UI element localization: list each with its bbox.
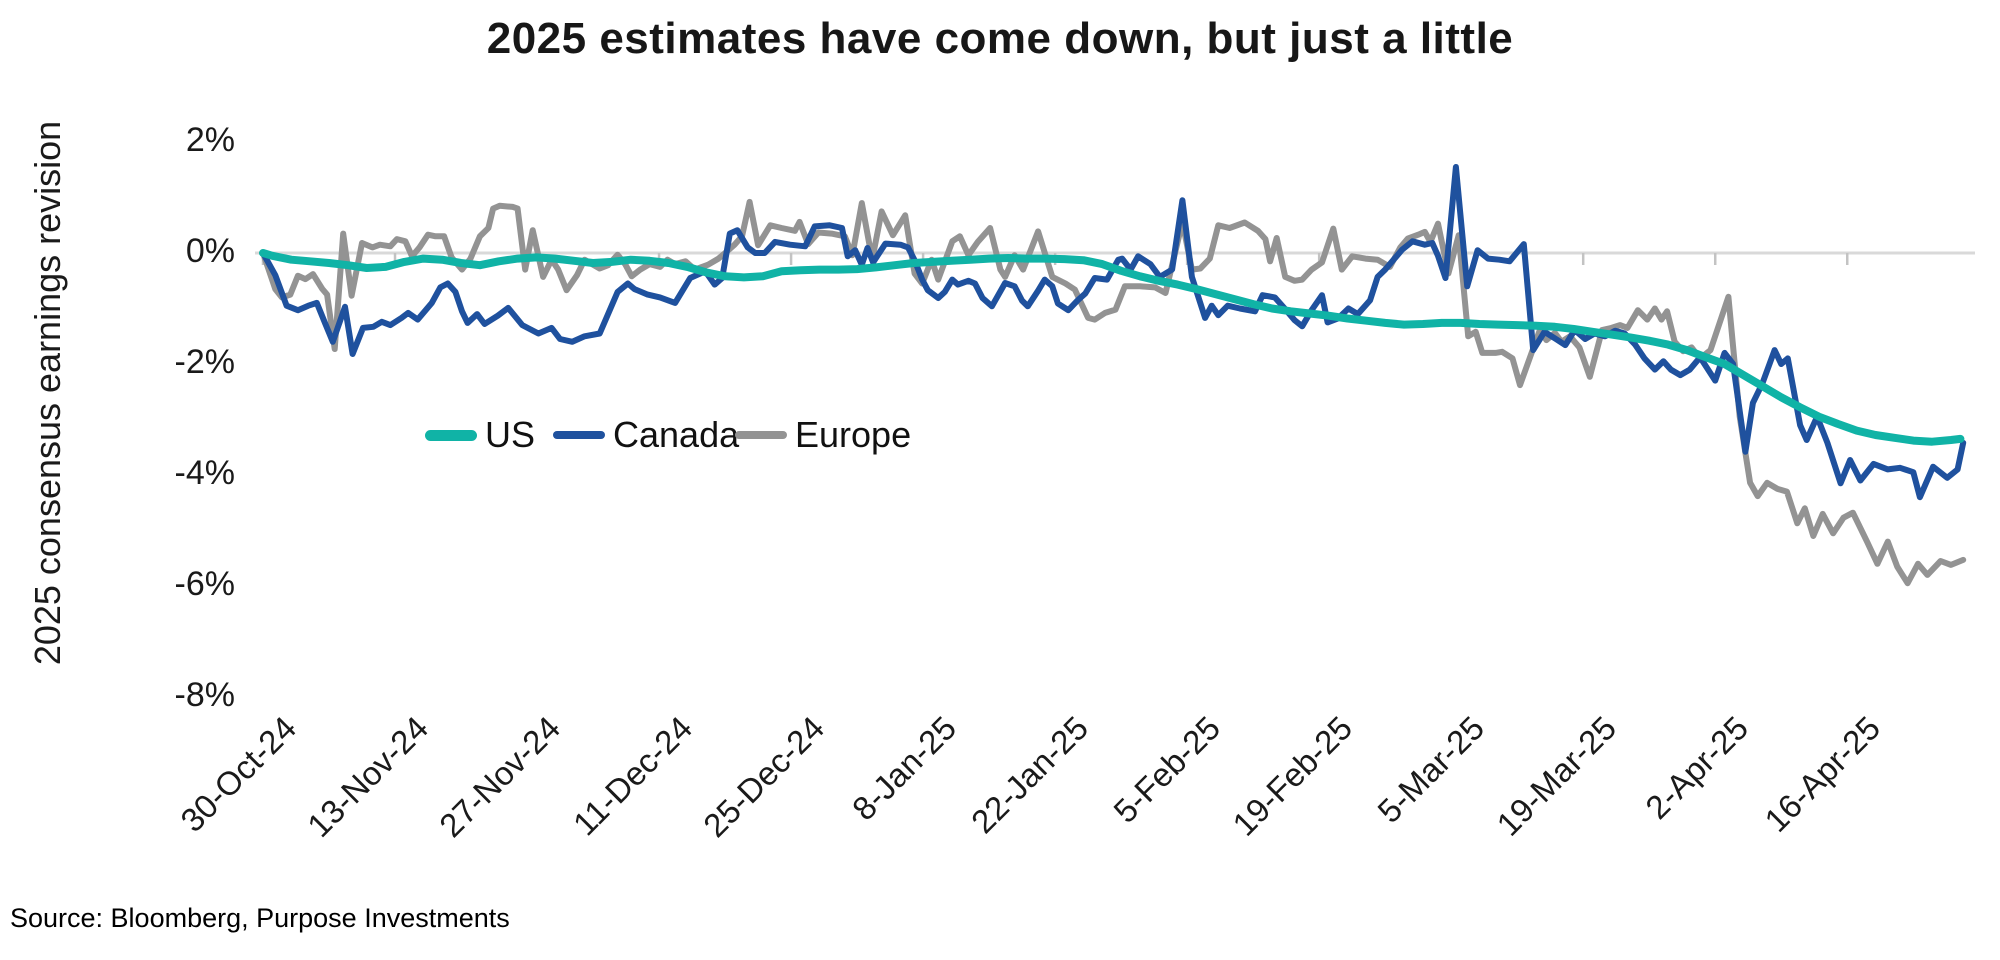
legend-label-us: US	[485, 414, 536, 455]
y-tick-label: 0%	[185, 232, 235, 270]
legend-item-europe: Europe	[735, 412, 911, 458]
y-tick-label: -6%	[174, 565, 235, 603]
y-tick-label: 2%	[185, 121, 235, 159]
y-tick-label: -4%	[174, 454, 235, 492]
chart-title: 2025 estimates have come down, but just …	[486, 14, 1514, 63]
legend-item-us: US	[425, 412, 535, 458]
us-line-swatch	[425, 429, 477, 441]
y-tick-label: -8%	[174, 676, 235, 714]
europe-line-swatch	[735, 431, 787, 439]
legend-label-europe: Europe	[795, 414, 912, 455]
legend-item-canada: Canada	[553, 412, 739, 458]
source-note: Source: Bloomberg, Purpose Investments	[10, 903, 510, 933]
europe-series-line	[260, 198, 1967, 587]
us-series-line	[259, 249, 1965, 446]
y-tick-label: -2%	[174, 343, 235, 381]
canada-line-swatch	[553, 431, 605, 439]
legend-label-canada: Canada	[613, 414, 740, 455]
legend: US Canada Europe	[0, 412, 2000, 458]
canada-series-line	[260, 164, 1967, 501]
